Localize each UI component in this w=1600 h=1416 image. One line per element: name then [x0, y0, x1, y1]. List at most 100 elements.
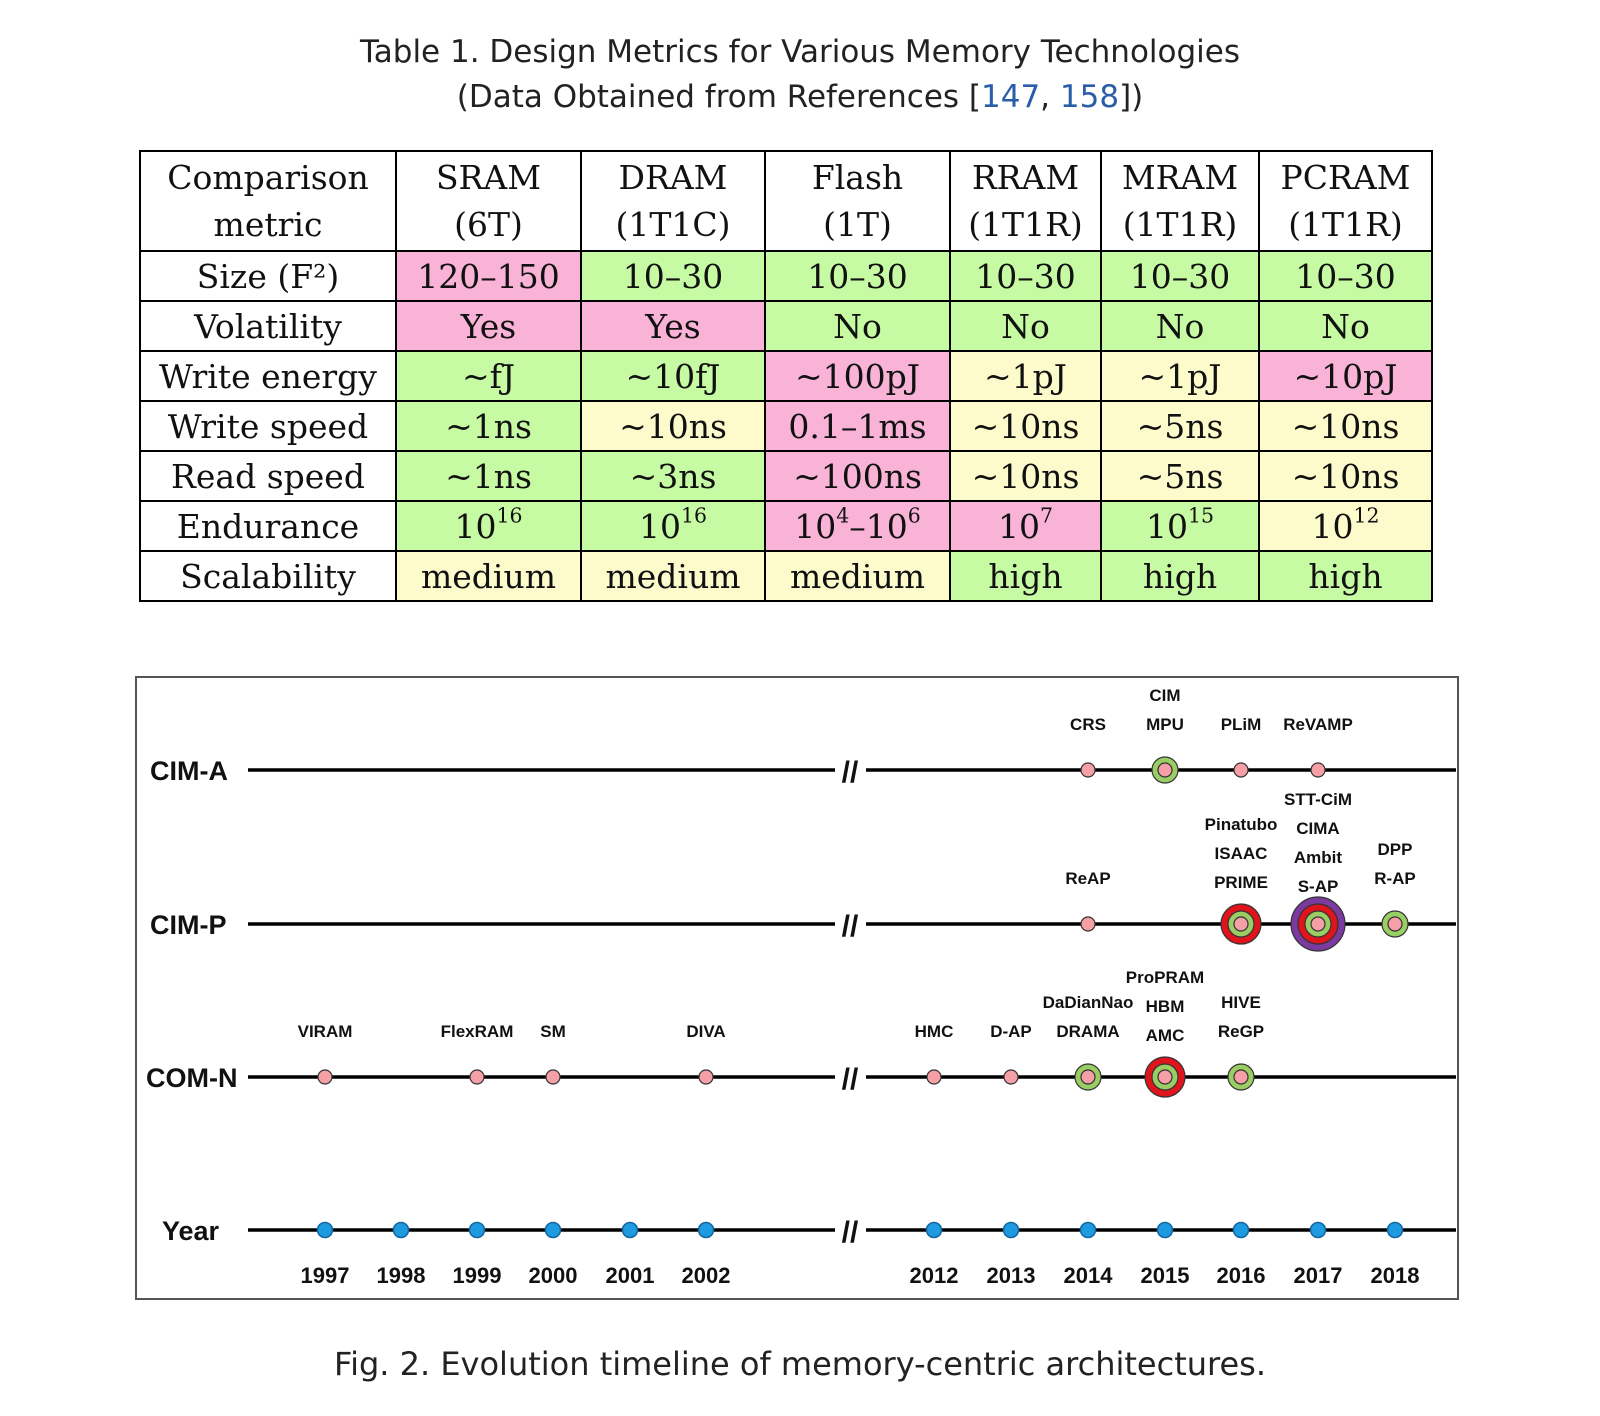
metric-value-cell: high: [1258, 550, 1433, 602]
caption-text-suffix: ]): [1119, 79, 1144, 115]
metric-value-cell: ~5ns: [1100, 400, 1260, 452]
event-marker-sm: [545, 1069, 561, 1085]
event-marker-crs: [1080, 762, 1096, 778]
table-row: Write speed ~1ns ~10ns 0.1–1ms ~10ns ~5ns ~10n…: [139, 400, 1433, 452]
power-exponent: 16: [496, 503, 523, 528]
column-header-title: Flash: [811, 158, 904, 197]
metric-value-cell: No: [764, 300, 951, 352]
event-marker-diva: [698, 1069, 714, 1085]
event-label-mpu: MPU: [1146, 715, 1184, 734]
year-dot-2002: [697, 1221, 715, 1239]
metric-value-cell: medium: [764, 550, 951, 602]
event-marker-dadiannao-drama: [1074, 1063, 1102, 1091]
metric-value-cell: ~1ns: [395, 450, 582, 502]
marker-center-dot: [1080, 762, 1096, 778]
event-label-drama: DRAMA: [1056, 1022, 1119, 1041]
event-marker-viram: [317, 1069, 333, 1085]
power-exponent: 12: [1353, 503, 1380, 528]
marker-center-dot: [1310, 916, 1326, 932]
metric-value-cell: No: [1100, 300, 1260, 352]
event-label-plim: PLiM: [1221, 715, 1262, 734]
event-marker-hive-regp: [1227, 1063, 1255, 1091]
year-label-2018: 2018: [1371, 1263, 1420, 1288]
metric-value-cell: 10–30: [949, 250, 1102, 302]
event-marker-dpp-r-ap: [1381, 910, 1409, 938]
axis-break-mark: //: [842, 1216, 859, 1249]
metric-value-cell: ~100pJ: [764, 350, 951, 402]
event-label-sm: SM: [540, 1022, 566, 1041]
table-caption: Table 1. Design Metrics for Various Memo…: [0, 30, 1600, 120]
axis-break-mark: //: [842, 756, 859, 789]
event-label-r-ap: R-AP: [1374, 869, 1416, 888]
year-dot-2016: [1232, 1221, 1250, 1239]
table-row: Read speed ~1ns ~3ns ~100ns ~10ns ~5ns ~10ns: [139, 450, 1433, 502]
row-label-cim-p: CIM-P: [150, 910, 227, 940]
metric-value-cell: ~10fJ: [580, 350, 766, 402]
year-label-2016: 2016: [1217, 1263, 1266, 1288]
year-label-2000: 2000: [529, 1263, 578, 1288]
event-label-diva: DIVA: [686, 1022, 725, 1041]
column-header: MRAM (1T1R): [1100, 150, 1260, 252]
axis-break-mark: //: [842, 910, 859, 943]
year-dot-2014: [1079, 1221, 1097, 1239]
event-marker-reap: [1080, 916, 1096, 932]
year-dot-1999: [468, 1221, 486, 1239]
metric-name-cell: Endurance: [139, 500, 397, 552]
year-dot-2012: [925, 1221, 943, 1239]
figure-caption: Fig. 2. Evolution timeline of memory-cen…: [333, 1345, 1266, 1383]
metric-value-cell: ~10ns: [580, 400, 766, 452]
column-header-subtitle: (1T1R): [1122, 205, 1238, 244]
event-marker-d-ap: [1003, 1069, 1019, 1085]
event-label-viram: VIRAM: [298, 1022, 353, 1041]
column-header: DRAM (1T1C): [580, 150, 766, 252]
metric-value-cell: medium: [580, 550, 766, 602]
column-header-title: SRAM: [435, 158, 542, 197]
power-exponent: 15: [1187, 503, 1214, 528]
reference-link-147[interactable]: 147: [981, 79, 1041, 115]
column-header-title: MRAM: [1121, 158, 1239, 197]
table-row: Endurance 1016 1016 104–106 107 1015 1012: [139, 500, 1433, 552]
event-label-prime: PRIME: [1214, 873, 1268, 892]
year-label-2015: 2015: [1141, 1263, 1190, 1288]
table-row: Volatility Yes Yes No No No No: [139, 300, 1433, 352]
timeline-figure-frame: [135, 676, 1459, 1300]
event-label-revamp: ReVAMP: [1283, 715, 1353, 734]
column-header: SRAM (6T): [395, 150, 582, 252]
marker-center-dot: [698, 1069, 714, 1085]
power-base: 10: [1145, 506, 1188, 546]
power-base: 10: [454, 506, 497, 546]
year-label-2012: 2012: [910, 1263, 959, 1288]
table-row: Scalability medium medium medium high high hig…: [139, 550, 1433, 602]
metric-value-cell: 1015: [1100, 500, 1260, 552]
column-header-subtitle: (1T1R): [968, 205, 1083, 244]
year-label-1998: 1998: [377, 1263, 426, 1288]
event-label-isaac: ISAAC: [1215, 844, 1268, 863]
metric-value-cell: ~10ns: [949, 450, 1102, 502]
event-marker-plim: [1233, 762, 1249, 778]
event-label-dadiannao: DaDianNao: [1043, 993, 1134, 1012]
event-marker-cim-mpu: [1151, 756, 1179, 784]
marker-center-dot: [469, 1069, 485, 1085]
metric-value-cell: 1016: [580, 500, 766, 552]
year-dot-2017: [1309, 1221, 1327, 1239]
metric-value-cell: ~1ns: [395, 400, 582, 452]
event-label-stt-cim: STT-CiM: [1284, 790, 1352, 809]
metric-name-cell: Scalability: [139, 550, 397, 602]
marker-center-dot: [926, 1069, 942, 1085]
metric-value-cell: ~10ns: [1258, 450, 1433, 502]
column-header-title: Comparison: [167, 158, 369, 197]
column-header-subtitle: (1T1R): [1288, 205, 1403, 244]
event-label-cim: CIM: [1149, 686, 1180, 705]
table-caption-line2: (Data Obtained from References [147, 158…: [0, 75, 1600, 120]
power-exponent: 6: [907, 503, 921, 528]
range-dash: –: [849, 506, 866, 546]
column-header-subtitle: (1T1C): [615, 205, 731, 244]
event-label-d-ap: D-AP: [990, 1022, 1032, 1041]
event-label-pinatubo: Pinatubo: [1205, 815, 1278, 834]
reference-link-158[interactable]: 158: [1059, 79, 1120, 115]
metric-value-cell: ~1pJ: [949, 350, 1102, 402]
column-header: Comparison metric: [139, 150, 397, 252]
metric-value-cell: ~5ns: [1100, 450, 1260, 502]
memory-metrics-table: Comparison metric SRAM (6T) DRAM (1T1C) Flash (…: [139, 150, 1433, 602]
row-label-com-n: COM-N: [146, 1063, 237, 1093]
